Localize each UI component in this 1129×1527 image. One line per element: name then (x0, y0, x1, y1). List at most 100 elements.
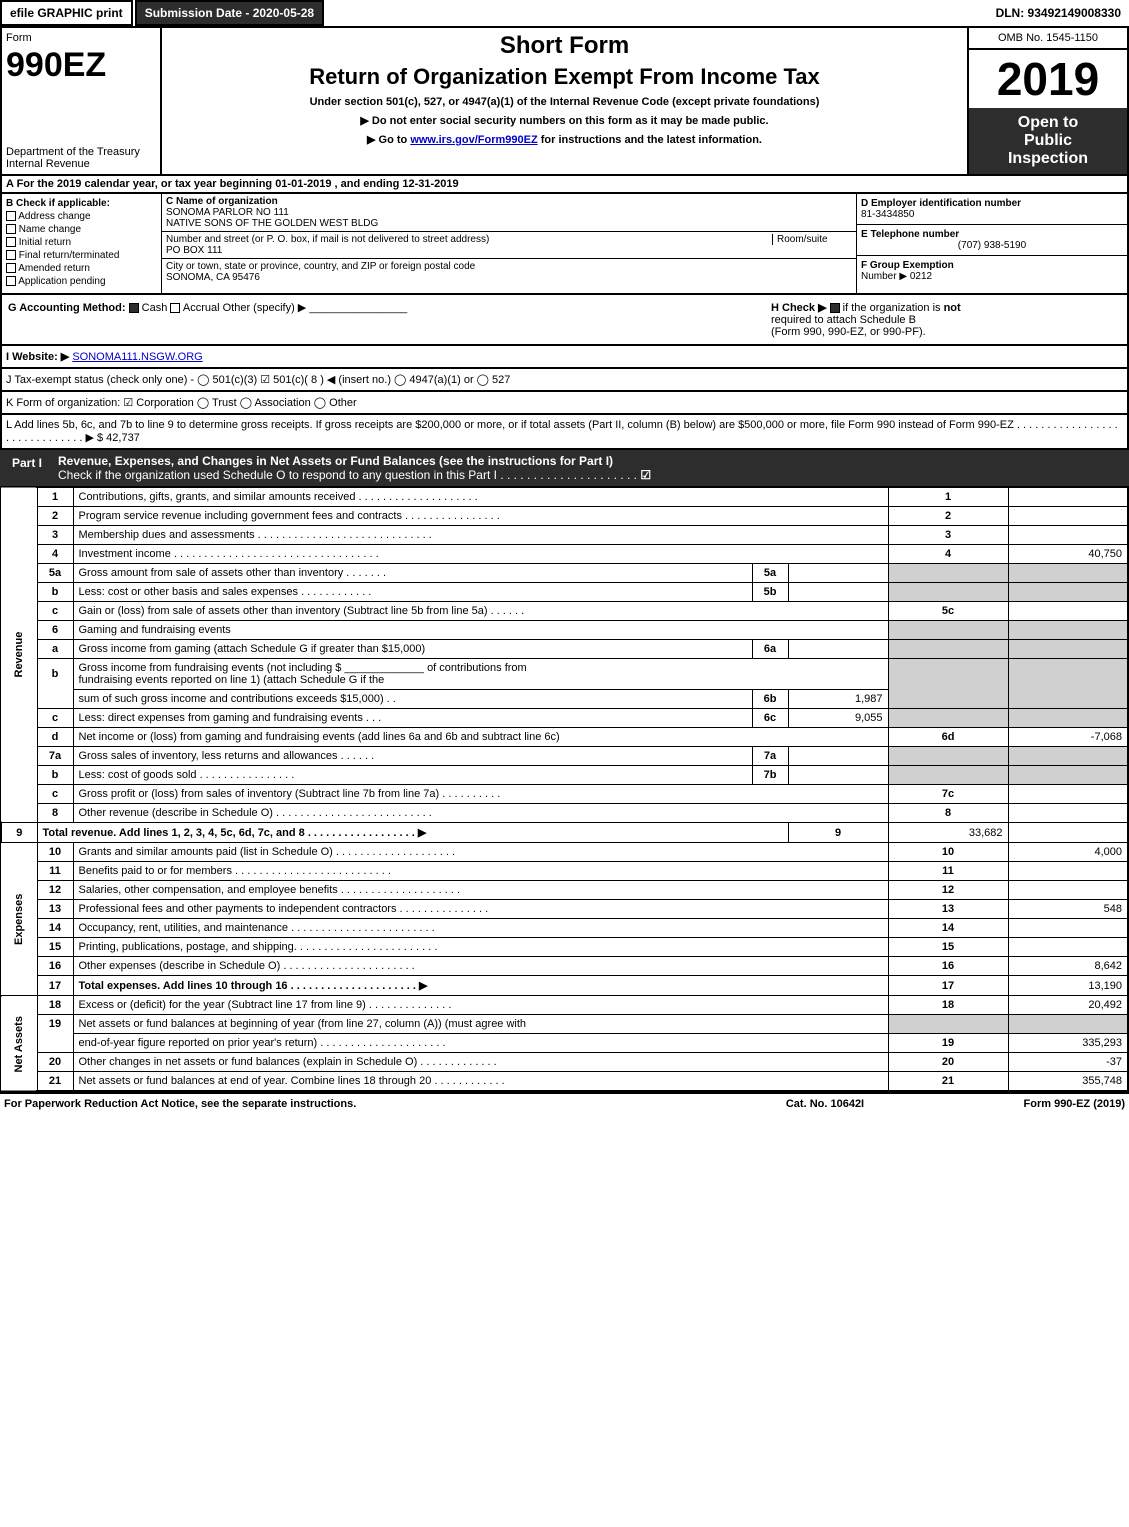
part-1-num: Part I (4, 454, 50, 482)
tax-exempt-row: J Tax-exempt status (check only one) - ◯… (0, 369, 1129, 392)
h-schedule-b: H Check ▶ if the organization is not req… (771, 301, 1121, 338)
line-5a-shade-2 (1008, 564, 1128, 583)
period-row: A For the 2019 calendar year, or tax yea… (0, 176, 1129, 194)
line-3-rnum: 3 (888, 526, 1008, 545)
check-amended-return[interactable]: Amended return (6, 263, 157, 274)
line-19-desc-1: Net assets or fund balances at beginning… (73, 1015, 888, 1034)
form-of-org-row: K Form of organization: ☑ Corporation ◯ … (0, 392, 1129, 415)
website-link[interactable]: SONOMA111.NSGW.ORG (72, 351, 202, 363)
line-15-desc: Printing, publications, postage, and shi… (73, 938, 888, 957)
line-5b-shade-1 (888, 583, 1008, 602)
line-13-val: 548 (1008, 900, 1128, 919)
line-13-rnum: 13 (888, 900, 1008, 919)
submission-date-button[interactable]: Submission Date - 2020-05-28 (135, 0, 324, 26)
line-16-desc: Other expenses (describe in Schedule O) … (73, 957, 888, 976)
efile-print-button[interactable]: efile GRAPHIC print (0, 0, 133, 26)
line-7c-val (1008, 785, 1128, 804)
h-text-2: required to attach Schedule B (771, 314, 916, 326)
address-value: PO BOX 111 (166, 245, 852, 256)
subtitle-1: Under section 501(c), 527, or 4947(a)(1)… (166, 96, 963, 108)
ein-label: D Employer identification number (861, 198, 1123, 209)
part-1-header: Part I Revenue, Expenses, and Changes in… (0, 450, 1129, 486)
h-text-3: (Form 990, 990-EZ, or 990-PF). (771, 326, 926, 338)
line-19-val: 335,293 (1008, 1034, 1128, 1053)
line-7c-desc: Gross profit or (loss) from sales of inv… (73, 785, 888, 804)
line-15-val (1008, 938, 1128, 957)
line-6b-shade-2 (1008, 659, 1128, 690)
line-9-num: 9 (1, 823, 37, 843)
right-column: OMB No. 1545-1150 2019 Open to Public In… (967, 28, 1127, 174)
city-value: SONOMA, CA 95476 (166, 272, 852, 283)
footer-center: Cat. No. 10642I (725, 1098, 925, 1110)
line-5c-num: c (37, 602, 73, 621)
line-5a-inum: 5a (752, 564, 788, 583)
address-row: Number and street (or P. O. box, if mail… (162, 232, 856, 259)
line-13-desc: Professional fees and other payments to … (73, 900, 888, 919)
open-line-1: Open to (975, 114, 1121, 132)
dln-label: DLN: 93492149008330 (988, 2, 1129, 24)
line-16-val: 8,642 (1008, 957, 1128, 976)
line-12-rnum: 12 (888, 881, 1008, 900)
line-7a-shade-1 (888, 747, 1008, 766)
info-grid: B Check if applicable: Address change Na… (0, 194, 1129, 295)
g-accounting-method: G Accounting Method: Cash Accrual Other … (8, 301, 771, 338)
line-17-rnum: 17 (888, 976, 1008, 996)
line-14-rnum: 14 (888, 919, 1008, 938)
line-2-val (1008, 507, 1128, 526)
line-5a-desc: Gross amount from sale of assets other t… (73, 564, 752, 583)
line-19-num: 19 (37, 1015, 73, 1034)
cash-checkbox[interactable] (129, 303, 139, 313)
h-checkbox[interactable] (830, 303, 840, 313)
dept-line-1: Department of the Treasury (6, 146, 156, 158)
check-final-return[interactable]: Final return/terminated (6, 250, 157, 261)
line-15-num: 15 (37, 938, 73, 957)
net-assets-side-label: Net Assets (1, 996, 37, 1092)
line-7a-shade-2 (1008, 747, 1128, 766)
phone-row: E Telephone number (707) 938-5190 (857, 225, 1127, 256)
line-11-rnum: 11 (888, 862, 1008, 881)
line-5c-rnum: 5c (888, 602, 1008, 621)
line-6a-shade-1 (888, 640, 1008, 659)
accrual-checkbox[interactable] (170, 303, 180, 313)
check-address-change[interactable]: Address change (6, 211, 157, 222)
line-6b-desc-1: Gross income from fundraising events (no… (73, 659, 888, 690)
omb-number: OMB No. 1545-1150 (969, 28, 1127, 50)
line-5a-ival (788, 564, 888, 583)
line-18-rnum: 18 (888, 996, 1008, 1015)
line-7a-desc: Gross sales of inventory, less returns a… (73, 747, 752, 766)
h-text-1: if the organization is (843, 302, 944, 314)
line-6-shade-1 (888, 621, 1008, 640)
line-6a-ival (788, 640, 888, 659)
line-17-val: 13,190 (1008, 976, 1128, 996)
line-1-num: 1 (37, 487, 73, 507)
line-10-num: 10 (37, 843, 73, 862)
line-21-rnum: 21 (888, 1072, 1008, 1092)
form-word: Form (6, 32, 156, 44)
line-4-desc: Investment income . . . . . . . . . . . … (73, 545, 888, 564)
line-21-num: 21 (37, 1072, 73, 1092)
line-7b-shade-1 (888, 766, 1008, 785)
line-7b-desc: Less: cost of goods sold . . . . . . . .… (73, 766, 752, 785)
line-2-desc: Program service revenue including govern… (73, 507, 888, 526)
check-name-change[interactable]: Name change (6, 224, 157, 235)
subtitle-3-pre: ▶ Go to (367, 134, 410, 146)
line-6b-shade-4 (1008, 690, 1128, 709)
group-exemption-row: F Group Exemption Number ▶ 0212 (857, 256, 1127, 286)
line-7c-num: c (37, 785, 73, 804)
line-7b-shade-2 (1008, 766, 1128, 785)
part-1-checkbox[interactable]: ☑ (640, 468, 651, 482)
l-text: L Add lines 5b, 6c, and 7b to line 9 to … (6, 419, 1118, 444)
footer-right: Form 990-EZ (2019) (925, 1098, 1125, 1110)
line-6b-num: b (37, 659, 73, 690)
line-8-rnum: 8 (888, 804, 1008, 823)
irs-link[interactable]: www.irs.gov/Form990EZ (410, 134, 537, 146)
h-not: not (944, 302, 961, 314)
check-initial-return[interactable]: Initial return (6, 237, 157, 248)
check-application-pending[interactable]: Application pending (6, 276, 157, 287)
line-6b-inum: 6b (752, 690, 788, 709)
form-label-column: Form 990EZ Department of the Treasury In… (2, 28, 162, 174)
line-6b-shade-3 (888, 690, 1008, 709)
address-label: Number and street (or P. O. box, if mail… (166, 234, 772, 245)
line-5c-val (1008, 602, 1128, 621)
line-7a-ival (788, 747, 888, 766)
